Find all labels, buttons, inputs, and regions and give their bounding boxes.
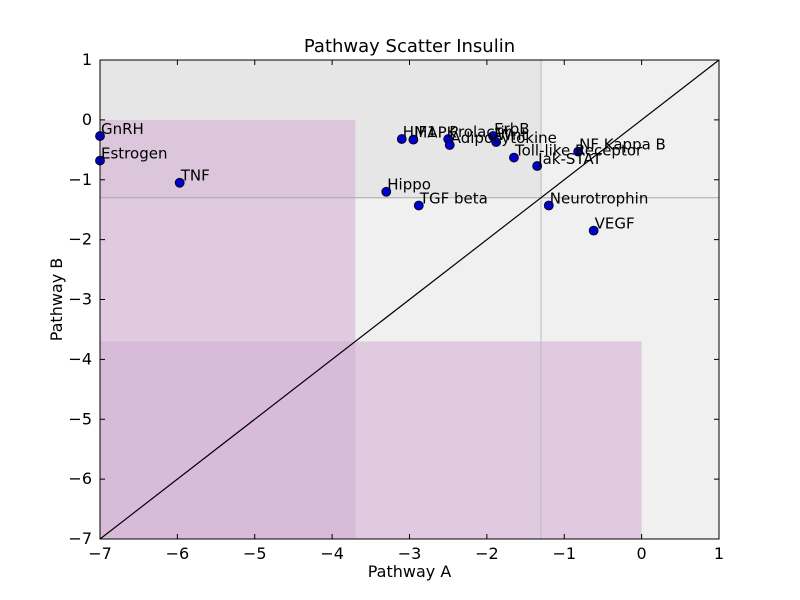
point-label: GnRH bbox=[101, 120, 144, 138]
region-purple-bottom-right bbox=[100, 341, 642, 539]
scatter-point bbox=[573, 146, 584, 157]
point-label: Prolactin bbox=[449, 123, 514, 141]
scatter-point bbox=[509, 152, 519, 163]
y-tick-label: −4 bbox=[68, 349, 92, 368]
scatter-point bbox=[381, 186, 392, 197]
y-axis-ticks: −7 −6 −5 −4 −3 −2 −1 0 1 bbox=[68, 50, 719, 548]
y-tick-label: −3 bbox=[68, 290, 92, 309]
point-labels: GnRH Estrogen TNF HIF1MAPKProlactinAdipocyt… bbox=[101, 120, 666, 233]
scatter-point bbox=[532, 161, 543, 171]
scatter-point bbox=[491, 137, 502, 147]
scatter-point bbox=[396, 134, 407, 144]
x-tick-label: −2 bbox=[475, 544, 499, 563]
diagonal-line bbox=[99, 59, 720, 540]
threshold-lines bbox=[100, 60, 719, 539]
x-tick-label: 0 bbox=[637, 544, 647, 563]
y-tick-label: 1 bbox=[82, 50, 92, 69]
x-tick-label: −6 bbox=[166, 544, 190, 563]
point-label: MAPK bbox=[414, 124, 457, 142]
y-tick-label: −6 bbox=[68, 469, 92, 488]
x-tick-label: −4 bbox=[320, 544, 344, 563]
y-tick-label: −7 bbox=[68, 529, 92, 548]
point-label: Jak-STAT bbox=[537, 150, 602, 168]
point-label: VEGF bbox=[595, 215, 635, 233]
point-label: HIF1 bbox=[403, 123, 437, 141]
x-tick-label: −3 bbox=[398, 544, 422, 563]
y-axis-label: Pathway B bbox=[47, 258, 66, 342]
x-axis-label: Pathway A bbox=[368, 562, 452, 581]
point-label: Estrogen bbox=[101, 145, 167, 163]
scatter-point bbox=[408, 134, 419, 145]
point-label: Hippo bbox=[387, 176, 431, 194]
x-tick-label: 1 bbox=[714, 544, 724, 563]
data-points bbox=[95, 131, 599, 236]
x-axis-ticks: −7 −6 −5 −4 −3 −2 −1 0 1 bbox=[88, 60, 724, 563]
x-tick-label: −1 bbox=[552, 544, 576, 563]
y-tick-label: 0 bbox=[82, 110, 92, 129]
chart-title: Pathway Scatter Insulin bbox=[304, 36, 515, 57]
point-label: TGF beta bbox=[419, 189, 488, 207]
point-label: Neurotrophin bbox=[550, 189, 649, 207]
point-label: ErbB bbox=[494, 120, 529, 138]
scatter-point bbox=[543, 200, 554, 211]
scatter-point bbox=[174, 177, 185, 188]
y-tick-label: −2 bbox=[68, 230, 92, 249]
identity-line bbox=[99, 59, 720, 540]
point-label: Toll-like Receptor bbox=[514, 142, 643, 160]
scatter-point bbox=[588, 225, 599, 236]
x-tick-label: −5 bbox=[243, 544, 267, 563]
point-label: Wnt bbox=[497, 126, 527, 144]
scatter-point bbox=[413, 200, 424, 211]
point-label: Adipocytokine bbox=[451, 129, 557, 147]
y-tick-label: −1 bbox=[68, 170, 92, 189]
y-tick-label: −5 bbox=[68, 409, 92, 428]
x-tick-label: −7 bbox=[88, 544, 112, 563]
point-label: TNF bbox=[180, 167, 210, 185]
point-label: NF Kappa B bbox=[579, 136, 666, 154]
scatter-point bbox=[444, 140, 455, 150]
